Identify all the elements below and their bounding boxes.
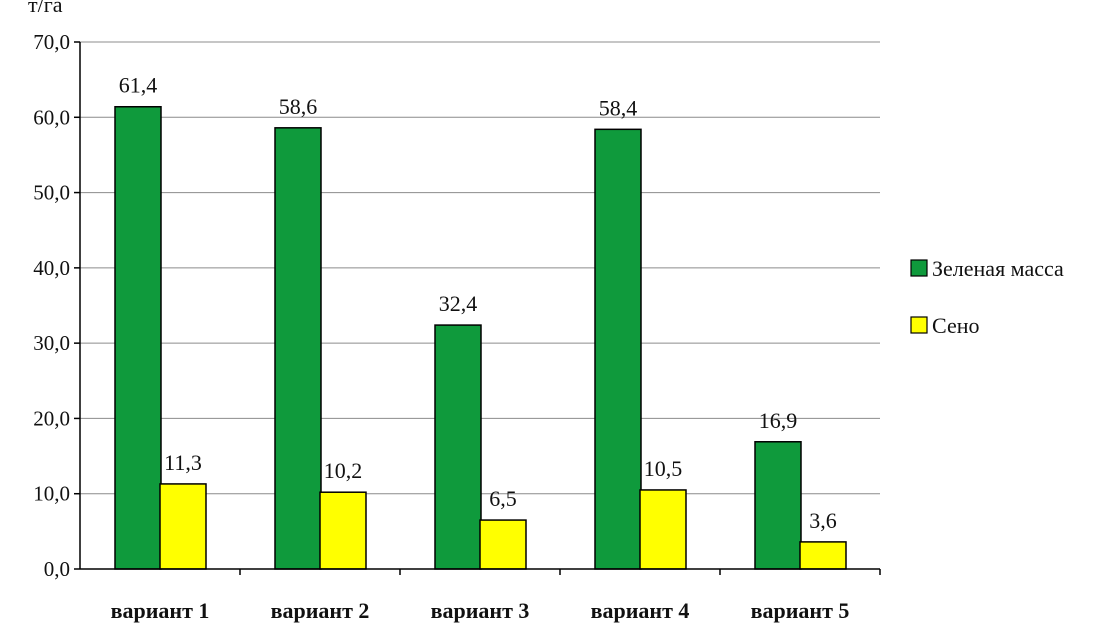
category-label: вариант 3: [431, 598, 530, 623]
category-label: вариант 4: [591, 598, 690, 623]
y-tick-label: 10,0: [33, 482, 70, 506]
bar-green-mass-3: [434, 324, 482, 570]
bars: [114, 105, 847, 570]
bar-hay-3: [479, 519, 527, 570]
data-label: 61,4: [119, 73, 158, 98]
bar-hay-5: [799, 541, 847, 570]
y-tick-label: 40,0: [33, 256, 70, 280]
y-tick-label: 50,0: [33, 181, 70, 205]
bar-green-mass-5: [754, 441, 802, 570]
y-axis-unit-label: т/га: [28, 0, 63, 17]
bar-green-mass-1: [114, 105, 162, 570]
data-label: 10,5: [644, 456, 683, 481]
bar-hay-1: [159, 483, 207, 570]
data-label: 11,3: [164, 450, 202, 475]
category-label: вариант 5: [751, 598, 850, 623]
legend-label: Зеленая масса: [932, 256, 1064, 281]
data-label: 58,6: [279, 94, 318, 119]
legend-swatch: [910, 259, 928, 277]
bar-hay-4: [639, 489, 687, 570]
legend-swatch: [910, 316, 928, 334]
category-label: вариант 2: [271, 598, 370, 623]
legend-label: Сено: [932, 313, 979, 338]
category-labels: вариант 1 вариант 2 вариант 3 вариант 4 вари…: [111, 569, 881, 623]
y-axis-ticks: 0,0 10,0 20,0 30,0 40,0 50,0 60,0 70,0: [33, 30, 80, 581]
data-label: 6,5: [489, 486, 517, 511]
y-tick-label: 30,0: [33, 331, 70, 355]
y-tick-label: 60,0: [33, 105, 70, 129]
y-tick-label: 70,0: [33, 30, 70, 54]
data-label: 3,6: [809, 508, 837, 533]
legend: Зеленая масса Сено: [910, 256, 1064, 338]
data-label: 16,9: [759, 408, 798, 433]
bar-green-mass-4: [594, 128, 642, 570]
bar-green-mass-2: [274, 127, 322, 570]
data-labels: 61,4 11,3 58,6 10,2 32,4 6,5 58,4 10,5 16,9 3,6: [119, 73, 837, 533]
data-label: 58,4: [599, 95, 638, 120]
data-label: 32,4: [439, 291, 478, 316]
bar-hay-2: [319, 491, 367, 570]
category-label: вариант 1: [111, 598, 210, 623]
y-tick-label: 0,0: [44, 557, 70, 581]
data-label: 10,2: [324, 458, 363, 483]
y-tick-label: 20,0: [33, 406, 70, 430]
